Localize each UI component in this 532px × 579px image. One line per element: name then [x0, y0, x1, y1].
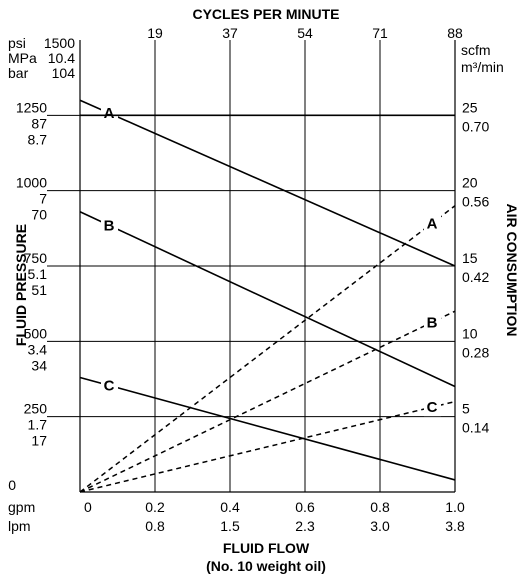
unit-psi: psi [8, 35, 26, 51]
gpm-tick-label: 1.0 [445, 499, 465, 515]
gpm-tick-label: 0.4 [220, 499, 240, 515]
pressure-line-C [79, 376, 456, 481]
pressure-label-bg [101, 104, 118, 123]
unit-bar: bar [8, 65, 29, 81]
right-tick-label: 5 [462, 401, 470, 417]
right-tick-label: 0.14 [462, 420, 489, 436]
left-tick-label: 104 [52, 65, 76, 81]
air-label-bg [424, 214, 441, 233]
pressure-line-B [79, 211, 456, 388]
unit-lpm: lpm [8, 518, 31, 534]
gpm-tick-label: 0.8 [370, 499, 390, 515]
top-tick-label: 19 [147, 25, 163, 41]
pressure-label-B: B [104, 217, 115, 234]
left-tick-label: 87 [31, 115, 47, 131]
right-tick-label: 20 [462, 175, 478, 191]
unit-m3min: m³/min [461, 59, 504, 75]
left-tick-label: 1250 [16, 99, 47, 115]
air-label-C: C [427, 399, 438, 416]
left-tick-label: 1000 [16, 175, 47, 191]
left-tick-label: 750 [24, 250, 48, 266]
left-tick-label: 1500 [44, 35, 75, 51]
series-lines: A B C A B C [79, 99, 456, 493]
left-tick-label: 0 [8, 477, 16, 493]
right-axis-title: AIR CONSUMPTION [504, 204, 520, 337]
air-label-bg [424, 313, 441, 332]
left-tick-label: 250 [24, 401, 48, 417]
unit-mpa: MPa [8, 50, 37, 66]
pressure-label-bg [101, 376, 118, 395]
left-tick-label: 51 [31, 282, 47, 298]
air-line-A [79, 205, 456, 493]
right-tick-label: 0.70 [462, 118, 489, 134]
lpm-tick-label: 3.8 [445, 518, 465, 534]
left-tick-label: 17 [31, 433, 47, 449]
left-tick-label: 7 [39, 191, 47, 207]
right-axis-ticks: 25 0.70 20 0.56 15 0.42 10 0.28 5 0.14 [462, 99, 489, 435]
unit-gpm: gpm [8, 499, 35, 515]
air-label-B: B [427, 314, 438, 331]
right-tick-label: 0.42 [462, 269, 489, 285]
top-tick-label: 54 [297, 25, 313, 41]
right-tick-label: 0.28 [462, 344, 489, 360]
left-tick-label: 70 [31, 207, 47, 223]
right-axis-units: scfm m³/min [461, 42, 504, 75]
gpm-tick-label: 0.2 [145, 499, 165, 515]
bottom-axis-subtitle: (No. 10 weight oil) [206, 558, 326, 574]
pressure-label-bg [101, 216, 118, 235]
gpm-tick-label: 0.6 [295, 499, 315, 515]
top-tick-label: 37 [222, 25, 238, 41]
right-tick-label: 15 [462, 250, 478, 266]
right-tick-label: 10 [462, 325, 478, 341]
left-tick-label: 10.4 [48, 50, 75, 66]
left-tick-label: 3.4 [28, 341, 48, 357]
bottom-axis-title: FLUID FLOW [223, 540, 310, 556]
pressure-label-A: A [104, 105, 115, 122]
bottom-axis-units: gpm lpm [8, 499, 35, 534]
air-line-C [79, 400, 456, 493]
air-label-A: A [427, 215, 438, 232]
lpm-tick-label: 2.3 [295, 518, 315, 534]
pressure-label-C: C [104, 377, 115, 394]
left-tick-label: 34 [31, 357, 47, 373]
left-tick-label: 500 [24, 325, 48, 341]
grid [80, 40, 455, 492]
lpm-tick-label: 3.0 [370, 518, 390, 534]
left-tick-label: 5.1 [28, 266, 48, 282]
top-tick-label: 71 [372, 25, 388, 41]
top-tick-label: 88 [447, 25, 463, 41]
lpm-tick-label: 0.8 [145, 518, 165, 534]
right-tick-label: 25 [462, 99, 478, 115]
left-axis-units: psi MPa bar [8, 35, 37, 81]
lpm-tick-label: 1.5 [220, 518, 240, 534]
air-label-bg [424, 398, 441, 417]
air-line-B [79, 310, 456, 493]
unit-scfm: scfm [461, 42, 491, 58]
left-tick-label: 8.7 [28, 131, 48, 147]
left-axis-title: FLUID PRESSURE [13, 224, 29, 346]
pressure-line-A [79, 99, 456, 267]
gpm-tick-label: 0 [84, 499, 92, 515]
top-axis-title: CYCLES PER MINUTE [192, 6, 339, 22]
left-tick-label: 1.7 [28, 417, 48, 433]
top-axis-ticks: 19 37 54 71 88 [147, 25, 463, 41]
right-tick-label: 0.56 [462, 194, 489, 210]
bottom-axis-ticks: 0 0.2 0.8 0.4 1.5 0.6 2.3 0.8 3.0 1.0 3.8 [84, 499, 465, 534]
